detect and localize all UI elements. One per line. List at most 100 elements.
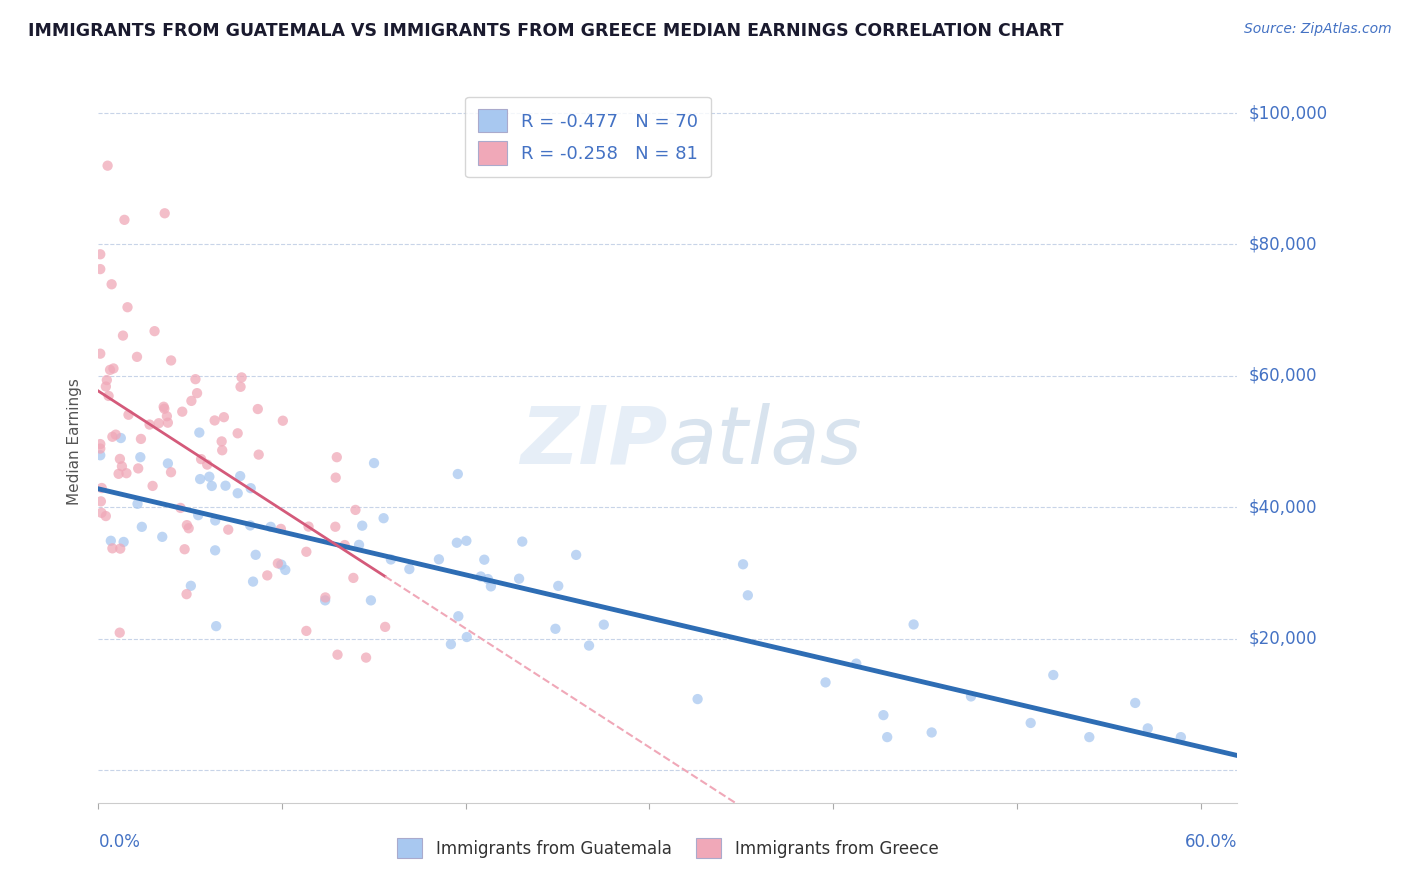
Point — [456, 630, 478, 644]
Point — [89, 442, 111, 456]
Point — [90, 506, 112, 520]
Point — [176, 518, 198, 533]
Point — [138, 417, 160, 432]
Point — [544, 622, 567, 636]
Point — [176, 587, 198, 601]
Point — [456, 533, 478, 548]
Point — [142, 479, 165, 493]
Point — [172, 405, 194, 419]
Point — [229, 380, 252, 394]
Point — [260, 520, 283, 534]
Point — [314, 593, 336, 607]
Point — [188, 425, 211, 440]
Point — [547, 579, 569, 593]
Point — [204, 513, 226, 527]
Point — [160, 353, 183, 368]
Point — [100, 277, 122, 292]
Point — [214, 479, 236, 493]
Point — [295, 624, 318, 638]
Point — [295, 545, 318, 559]
Point — [204, 413, 226, 427]
Point — [211, 443, 233, 458]
Point — [508, 572, 530, 586]
Point — [347, 538, 370, 552]
Point — [470, 569, 492, 583]
Point — [814, 675, 837, 690]
Point — [1170, 730, 1192, 744]
Point — [245, 548, 267, 562]
Text: $60,000: $60,000 — [1249, 367, 1317, 384]
Point — [565, 548, 588, 562]
Point — [89, 448, 111, 462]
Point — [226, 486, 249, 500]
Point — [156, 416, 179, 430]
Point — [187, 508, 209, 523]
Point — [314, 591, 336, 605]
Point — [180, 393, 202, 408]
Point — [153, 401, 176, 416]
Point — [129, 450, 152, 465]
Point — [363, 456, 385, 470]
Point — [129, 432, 152, 446]
Point — [427, 552, 450, 566]
Point — [97, 389, 120, 403]
Point — [1123, 696, 1146, 710]
Point — [143, 324, 166, 338]
Point — [184, 372, 207, 386]
Point — [1019, 715, 1042, 730]
Point — [190, 452, 212, 467]
Point — [103, 361, 125, 376]
Point — [98, 363, 121, 377]
Point — [101, 430, 124, 444]
Point — [510, 534, 533, 549]
Point — [374, 620, 396, 634]
Point — [440, 637, 463, 651]
Point — [110, 541, 132, 556]
Point — [104, 427, 127, 442]
Point — [205, 619, 228, 633]
Point — [845, 657, 868, 671]
Point — [117, 300, 139, 314]
Point — [578, 639, 600, 653]
Point — [115, 466, 138, 480]
Point — [447, 609, 470, 624]
Point — [152, 400, 174, 414]
Point — [1136, 722, 1159, 736]
Point — [477, 572, 499, 586]
Point — [211, 434, 233, 449]
Point — [1042, 668, 1064, 682]
Point — [354, 650, 377, 665]
Point — [204, 543, 226, 558]
Point — [398, 562, 420, 576]
Point — [239, 518, 262, 533]
Point — [217, 523, 239, 537]
Point — [903, 617, 925, 632]
Point — [872, 708, 894, 723]
Point — [97, 159, 120, 173]
Legend: Immigrants from Guatemala, Immigrants from Greece: Immigrants from Guatemala, Immigrants fr… — [389, 830, 946, 867]
Text: $20,000: $20,000 — [1249, 630, 1317, 648]
Point — [242, 574, 264, 589]
Point — [89, 262, 111, 277]
Point — [125, 350, 148, 364]
Point — [112, 535, 135, 549]
Point — [270, 522, 292, 536]
Point — [323, 520, 346, 534]
Point — [326, 648, 349, 662]
Point — [96, 373, 118, 387]
Point — [876, 730, 898, 744]
Text: 0.0%: 0.0% — [98, 833, 141, 851]
Point — [94, 379, 117, 393]
Point — [921, 725, 943, 739]
Point — [256, 568, 278, 582]
Point — [247, 448, 270, 462]
Point — [114, 212, 136, 227]
Point — [131, 520, 153, 534]
Point — [326, 450, 349, 465]
Point — [212, 410, 235, 425]
Point — [108, 625, 131, 640]
Point — [274, 563, 297, 577]
Point — [373, 511, 395, 525]
Point — [150, 530, 173, 544]
Point — [447, 467, 470, 481]
